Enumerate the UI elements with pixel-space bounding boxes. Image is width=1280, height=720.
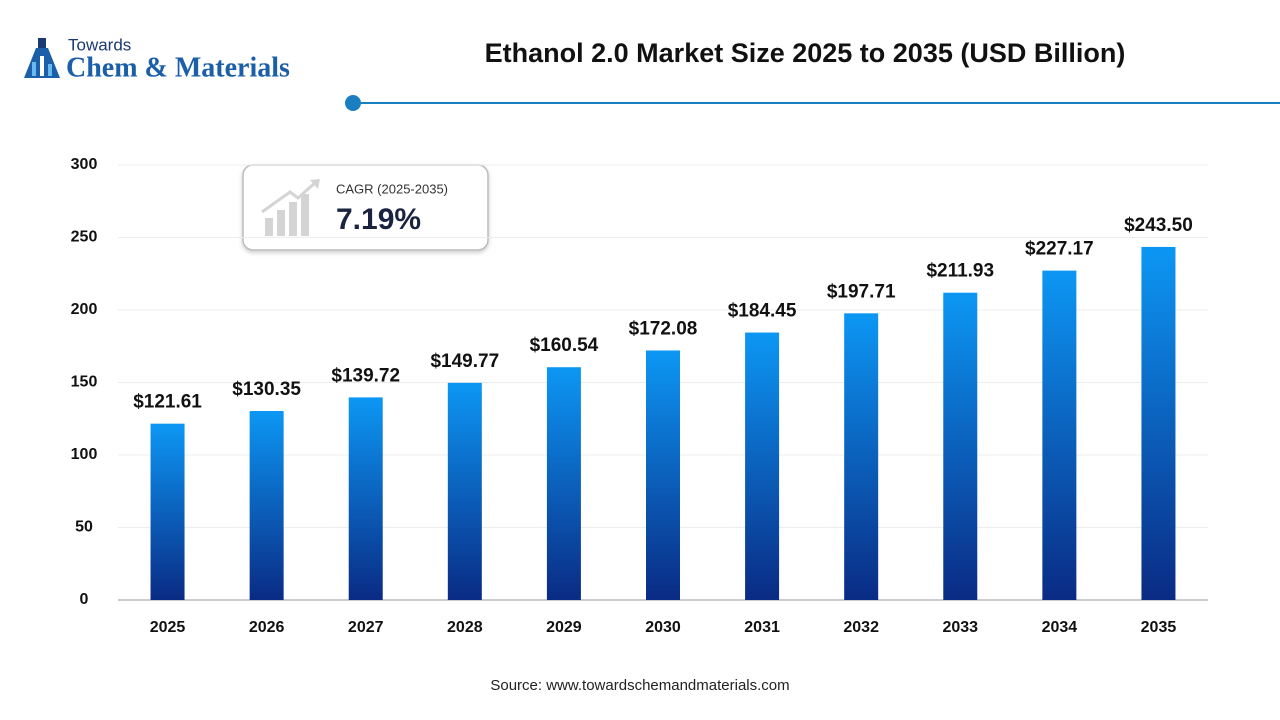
cagr-box: CAGR (2025-2035) 7.19% (242, 164, 489, 251)
y-tick-label: 0 (80, 591, 89, 608)
value-label: $149.77 (430, 351, 499, 372)
y-tick-label: 300 (71, 156, 98, 173)
bar (150, 423, 185, 600)
y-tick-label: 50 (75, 519, 93, 536)
value-label: $184.45 (728, 301, 797, 322)
bar (646, 350, 680, 600)
value-label: $130.35 (232, 379, 301, 400)
x-tick-label: 2035 (1141, 619, 1177, 636)
cagr-label: CAGR (2025-2035) (336, 181, 448, 196)
x-tick-label: 2025 (150, 619, 186, 636)
x-tick-label: 2031 (744, 619, 780, 636)
header-dot (345, 95, 361, 111)
x-tick-label: 2027 (348, 619, 384, 636)
y-tick-label: 200 (71, 301, 98, 318)
bar (1141, 246, 1176, 601)
x-tick-label: 2033 (942, 619, 978, 636)
x-tick-label: 2034 (1042, 619, 1078, 636)
x-tick-label: 2030 (645, 619, 681, 636)
cagr-value: 7.19% (336, 203, 421, 236)
bar (1042, 270, 1077, 600)
value-label: $160.54 (530, 335, 599, 356)
bar (943, 292, 978, 600)
y-tick-label: 250 (71, 229, 98, 246)
bar (745, 332, 780, 600)
value-label: $243.50 (1124, 215, 1193, 236)
bar (249, 410, 284, 600)
logo-bottom: Chem & Materials (66, 52, 290, 83)
logo-icon (24, 38, 60, 78)
x-tick-label: 2026 (249, 619, 285, 636)
x-tick-label: 2029 (546, 619, 582, 636)
value-label: $227.17 (1025, 239, 1094, 260)
value-label: $139.72 (331, 365, 400, 386)
logo-top: Towards (68, 35, 131, 54)
x-tick-label: 2028 (447, 619, 483, 636)
value-label: $197.71 (827, 281, 896, 302)
source: Source: www.towardschemandmaterials.com (490, 677, 789, 694)
chart-title: Ethanol 2.0 Market Size 2025 to 2035 (US… (485, 38, 1126, 68)
bar (546, 367, 581, 600)
value-label: $211.93 (926, 261, 994, 282)
bar (447, 382, 482, 600)
y-tick-label: 100 (71, 446, 98, 463)
value-label: $172.08 (629, 318, 698, 339)
x-tick-label: 2032 (843, 619, 879, 636)
bar (348, 397, 383, 600)
value-label: $121.61 (133, 392, 202, 413)
y-tick-label: 150 (71, 374, 98, 391)
bar (844, 313, 879, 600)
